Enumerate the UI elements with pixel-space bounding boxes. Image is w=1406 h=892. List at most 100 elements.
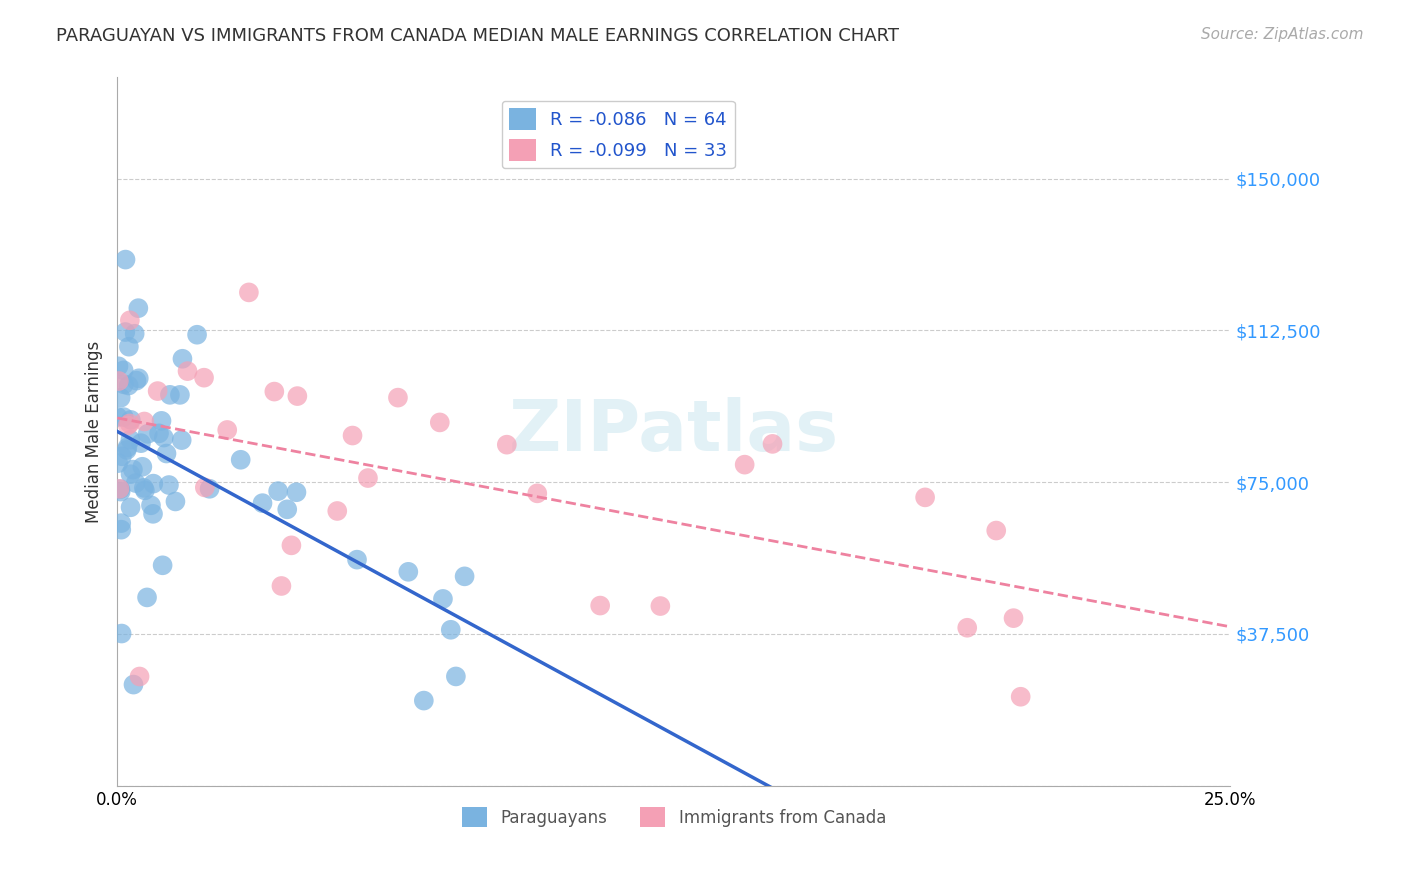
Point [132, 481, 155, 495]
Point [346, 552, 368, 566]
Point [108, 374, 131, 388]
Point [387, 391, 409, 405]
Point [146, 384, 169, 398]
Point [124, 326, 146, 341]
Point [129, 436, 152, 450]
Point [142, 507, 165, 521]
Point [112, 410, 135, 425]
Point [440, 623, 463, 637]
Point [326, 504, 349, 518]
Point [125, 476, 148, 491]
Point [186, 327, 208, 342]
Point [142, 476, 165, 491]
Point [120, 433, 142, 447]
Point [152, 431, 174, 445]
Point [432, 591, 454, 606]
Point [252, 496, 274, 510]
Point [169, 388, 191, 402]
Point [152, 558, 174, 573]
Point [280, 538, 302, 552]
Point [157, 478, 180, 492]
Point [914, 491, 936, 505]
Point [108, 482, 131, 496]
Point [117, 418, 139, 433]
Point [120, 467, 142, 482]
Point [117, 378, 139, 392]
Text: ZIPatlas: ZIPatlas [509, 397, 839, 467]
Point [114, 252, 136, 267]
Point [444, 669, 467, 683]
Point [120, 413, 142, 427]
Point [112, 363, 135, 377]
Point [125, 374, 148, 388]
Legend: Paraguayans, Immigrants from Canada: Paraguayans, Immigrants from Canada [456, 800, 893, 834]
Point [412, 693, 434, 707]
Point [270, 579, 292, 593]
Point [118, 417, 141, 431]
Point [217, 423, 239, 437]
Point [107, 409, 129, 424]
Point [159, 388, 181, 402]
Point [117, 441, 139, 455]
Point [1002, 611, 1025, 625]
Point [526, 486, 548, 500]
Point [495, 438, 517, 452]
Point [176, 364, 198, 378]
Point [589, 599, 612, 613]
Point [118, 340, 141, 354]
Point [110, 484, 132, 499]
Point [267, 484, 290, 499]
Text: PARAGUAYAN VS IMMIGRANTS FROM CANADA MEDIAN MALE EARNINGS CORRELATION CHART: PARAGUAYAN VS IMMIGRANTS FROM CANADA MED… [56, 27, 900, 45]
Y-axis label: Median Male Earnings: Median Male Earnings [86, 341, 103, 523]
Point [115, 442, 138, 457]
Point [127, 301, 149, 315]
Point [120, 500, 142, 515]
Point [396, 565, 419, 579]
Point [172, 351, 194, 366]
Point [238, 285, 260, 300]
Point [1010, 690, 1032, 704]
Point [229, 452, 252, 467]
Point [357, 471, 380, 485]
Point [111, 450, 134, 464]
Point [650, 599, 672, 613]
Point [112, 377, 135, 392]
Point [198, 482, 221, 496]
Text: Source: ZipAtlas.com: Source: ZipAtlas.com [1201, 27, 1364, 42]
Point [128, 371, 150, 385]
Point [134, 415, 156, 429]
Point [194, 480, 217, 494]
Point [193, 370, 215, 384]
Point [170, 433, 193, 447]
Point [131, 459, 153, 474]
Point [285, 389, 308, 403]
Point [429, 416, 451, 430]
Point [342, 428, 364, 442]
Point [761, 437, 783, 451]
Point [110, 482, 132, 496]
Point [956, 621, 979, 635]
Point [136, 426, 159, 441]
Point [734, 458, 756, 472]
Point [453, 569, 475, 583]
Point [110, 516, 132, 530]
Point [128, 669, 150, 683]
Point [165, 494, 187, 508]
Point [276, 502, 298, 516]
Point [150, 414, 173, 428]
Point [285, 485, 308, 500]
Point [148, 426, 170, 441]
Point [263, 384, 285, 399]
Point [107, 456, 129, 470]
Point [111, 626, 134, 640]
Point [155, 446, 177, 460]
Point [136, 591, 159, 605]
Point [114, 325, 136, 339]
Point [139, 498, 162, 512]
Point [107, 359, 129, 374]
Point [134, 483, 156, 498]
Point [986, 524, 1008, 538]
Point [110, 391, 132, 405]
Point [118, 313, 141, 327]
Point [122, 677, 145, 691]
